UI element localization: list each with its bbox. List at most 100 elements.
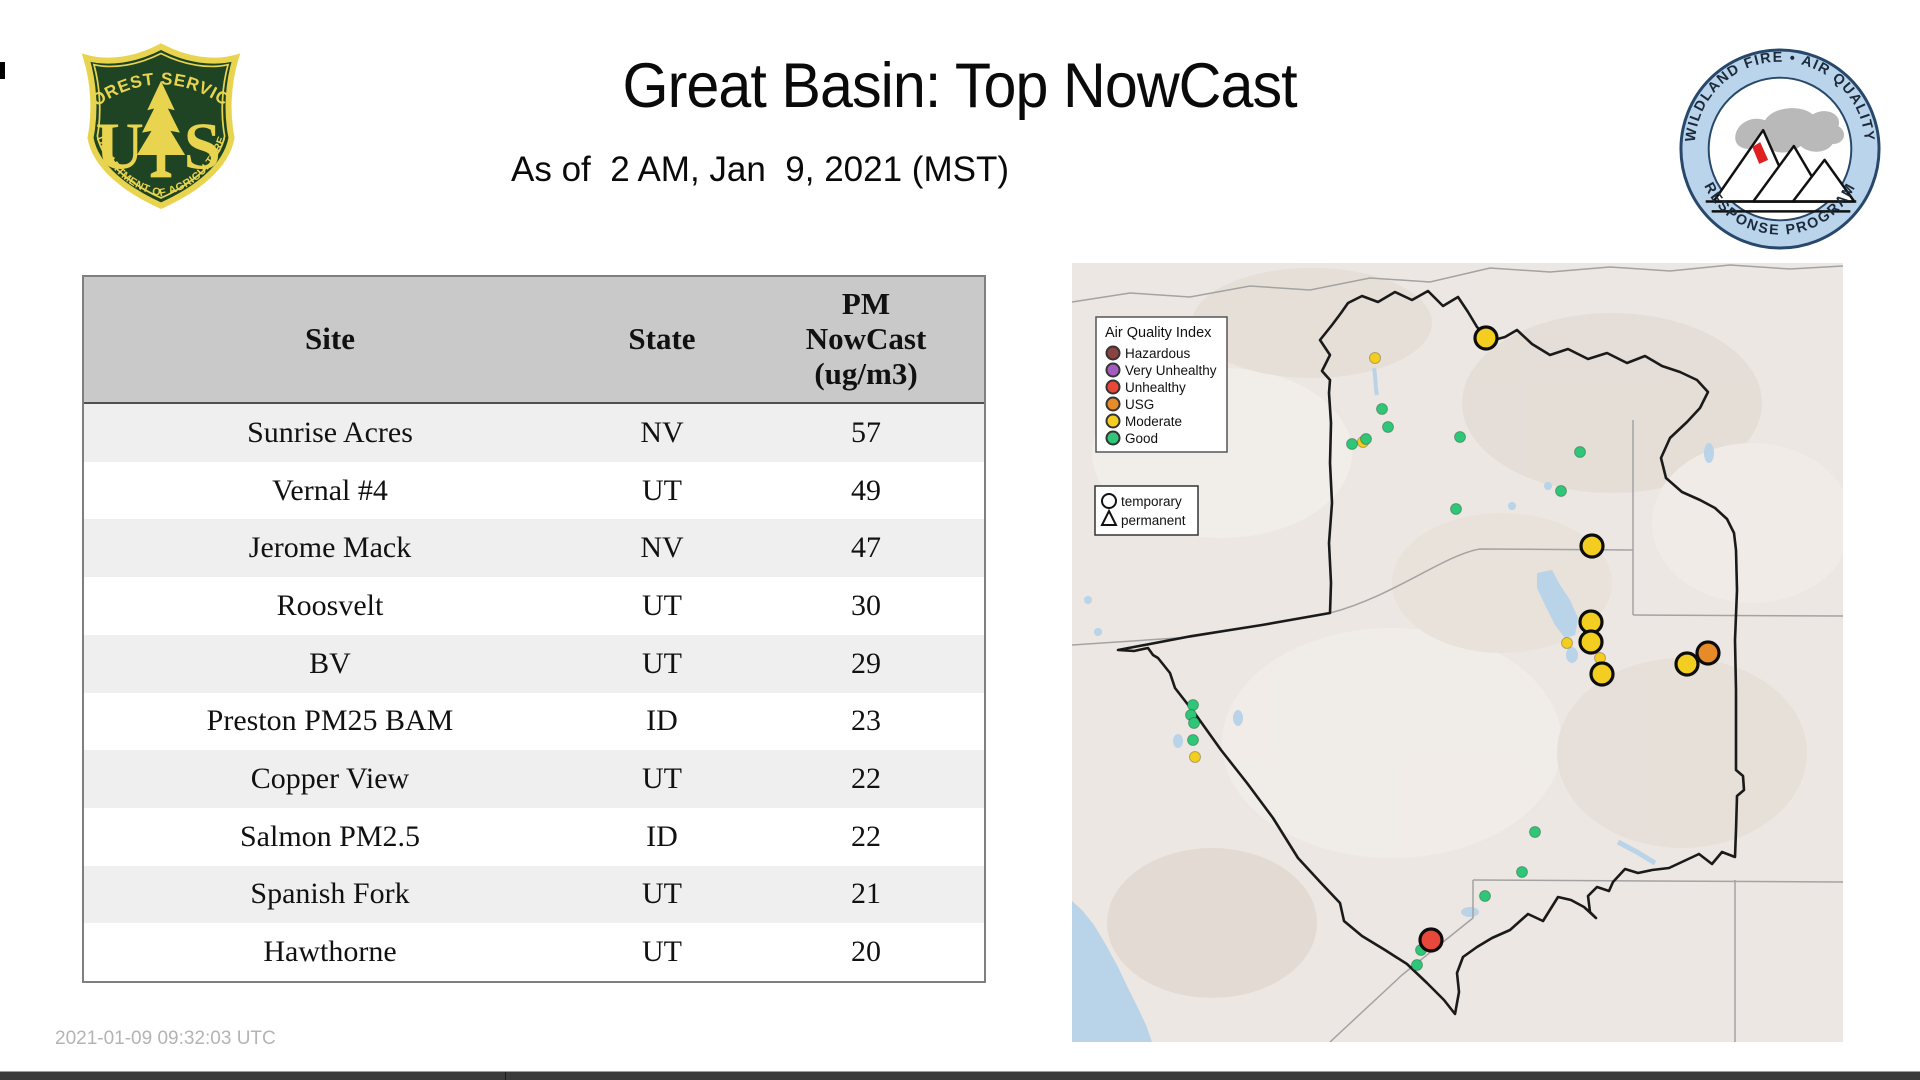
monitor-marker-good: [1188, 717, 1200, 729]
cell-state: UT: [642, 473, 682, 507]
monitor-marker-good: [1187, 699, 1199, 711]
monitor-marker-good: [1411, 959, 1423, 971]
cell-value: 21: [851, 877, 881, 911]
monitor-marker-moderate: [1579, 533, 1605, 559]
table-row: Vernal #4 UT 49: [84, 462, 984, 520]
cell-state: ID: [646, 704, 678, 738]
monitor-marker-moderate: [1674, 651, 1700, 677]
cell-state: UT: [642, 935, 682, 969]
symbol-label-temporary: temporary: [1121, 494, 1182, 509]
monitor-marker-good: [1450, 503, 1462, 515]
cell-value: 49: [851, 473, 881, 507]
table-header: Site State PM NowCast (ug/m3): [84, 277, 984, 404]
table-row: Sunrise Acres NV 57: [84, 404, 984, 462]
cell-value: 23: [851, 704, 881, 738]
monitor-marker-moderate: [1189, 751, 1201, 763]
cell-value: 47: [851, 531, 881, 565]
legend-swatch-good: [1105, 430, 1121, 446]
monitor-marker-good: [1382, 421, 1394, 433]
cell-value: 22: [851, 762, 881, 796]
column-header-state: State: [628, 321, 696, 357]
cell-site: Vernal #4: [272, 473, 388, 507]
cell-site: Hawthorne: [263, 935, 397, 969]
cell-site: BV: [309, 646, 351, 680]
table-row: Hawthorne UT 20: [84, 923, 984, 981]
usfs-logo: FOREST SERVICE DEPARTMENT OF AGRICULTURE…: [69, 22, 249, 215]
ocean: [1072, 901, 1152, 1042]
great-basin-map: Air Quality Index Hazardous Very Unhealt…: [1071, 263, 1852, 1043]
nowcast-table: Site State PM NowCast (ug/m3) Sunrise Ac…: [82, 275, 986, 983]
cell-site: Roosvelt: [276, 588, 384, 622]
cell-site: Preston PM25 BAM: [206, 704, 454, 738]
table-row: Salmon PM2.5 ID 22: [84, 808, 984, 866]
monitor-marker-good: [1376, 403, 1388, 415]
great-basin-boundary: [1116, 289, 1746, 1016]
table-body: Sunrise Acres NV 57 Vernal #4 UT 49 Jerome Mac…: [84, 404, 984, 981]
cell-site: Salmon PM2.5: [239, 819, 421, 853]
cell-state: NV: [640, 415, 684, 449]
table-row: Roosvelt UT 30: [84, 577, 984, 635]
symbol-label-permanent: permanent: [1121, 513, 1186, 528]
cell-state: UT: [642, 762, 682, 796]
legend-swatch-hazardous: [1105, 345, 1121, 361]
column-header-site: Site: [305, 321, 355, 357]
legend-swatch-unhealthy: [1105, 379, 1121, 395]
rivers: [1372, 367, 1657, 866]
monitor-marker-good: [1187, 734, 1199, 746]
monitor-marker-good: [1454, 431, 1466, 443]
monitor-marker-good: [1516, 866, 1528, 878]
generation-timestamp: 2021-01-09 09:32:03 UTC: [55, 1028, 276, 1049]
page-subtitle: As of 2 AM, Jan 9, 2021 (MST): [511, 150, 1009, 189]
monitor-marker-good: [1360, 433, 1372, 445]
flame-icon: [1752, 142, 1769, 164]
cell-value: 20: [851, 935, 881, 969]
lakes: [1084, 443, 1714, 917]
monitor-marker-good: [1346, 438, 1358, 450]
permanent-symbol-icon: [1100, 508, 1118, 526]
cell-value: 22: [851, 819, 881, 853]
cell-value: 57: [851, 415, 881, 449]
monitor-marker-good: [1529, 826, 1541, 838]
monitor-marker-usg: [1695, 640, 1721, 666]
monitor-marker-good: [1479, 890, 1491, 902]
legend-label: Hazardous: [1125, 346, 1191, 361]
aqi-legend-title: Air Quality Index: [1105, 325, 1212, 341]
cell-site: Jerome Mack: [248, 531, 412, 565]
legend-label: Moderate: [1125, 414, 1182, 429]
cell-state: UT: [642, 588, 682, 622]
page-title: Great Basin: Top NowCast: [622, 51, 1298, 121]
legend-swatch-very-unhealthy: [1105, 362, 1121, 378]
map-canvas: Air Quality Index Hazardous Very Unhealt…: [1071, 263, 1852, 1043]
cell-state: NV: [640, 531, 684, 565]
cell-state: UT: [642, 877, 682, 911]
cell-state: UT: [642, 646, 682, 680]
table-row: Copper View UT 22: [84, 750, 984, 808]
mountains-icon: [1705, 128, 1857, 213]
usfs-letter-s: S: [184, 109, 221, 184]
pine-tree-icon: [136, 81, 186, 178]
cell-value: 30: [851, 588, 881, 622]
monitor-marker-good: [1555, 485, 1567, 497]
legend-label: Unhealthy: [1125, 380, 1186, 395]
cell-site: Sunrise Acres: [247, 415, 413, 449]
monitor-markers: [1185, 325, 1721, 971]
monitor-marker-moderate: [1561, 637, 1573, 649]
monitor-marker-moderate: [1369, 352, 1381, 364]
aqi-legend: Air Quality Index Hazardous Very Unhealt…: [1095, 316, 1228, 453]
wfaqrp-logo-icon: WILDLAND FIRE • AIR QUALITY RESPONSE PRO…: [1679, 48, 1881, 250]
monitor-marker-good: [1574, 446, 1586, 458]
table-row: Spanish Fork UT 21: [84, 865, 984, 924]
usfs-letter-u: U: [95, 109, 143, 184]
monitor-marker-unhealthy: [1418, 927, 1444, 953]
table-row: Jerome Mack NV 47: [84, 519, 984, 578]
temporary-symbol-icon: [1101, 493, 1117, 509]
monitor-marker-moderate: [1589, 661, 1615, 687]
legend-label: Good: [1125, 431, 1158, 446]
cell-value: 29: [851, 646, 881, 680]
monitor-marker-moderate: [1473, 325, 1499, 351]
monitor-marker-moderate: [1578, 629, 1604, 655]
taskbar-edge: [0, 1071, 1920, 1080]
legend-label: USG: [1125, 397, 1154, 412]
legend-swatch-moderate: [1105, 413, 1121, 429]
screen-edge-mark: [0, 62, 5, 79]
